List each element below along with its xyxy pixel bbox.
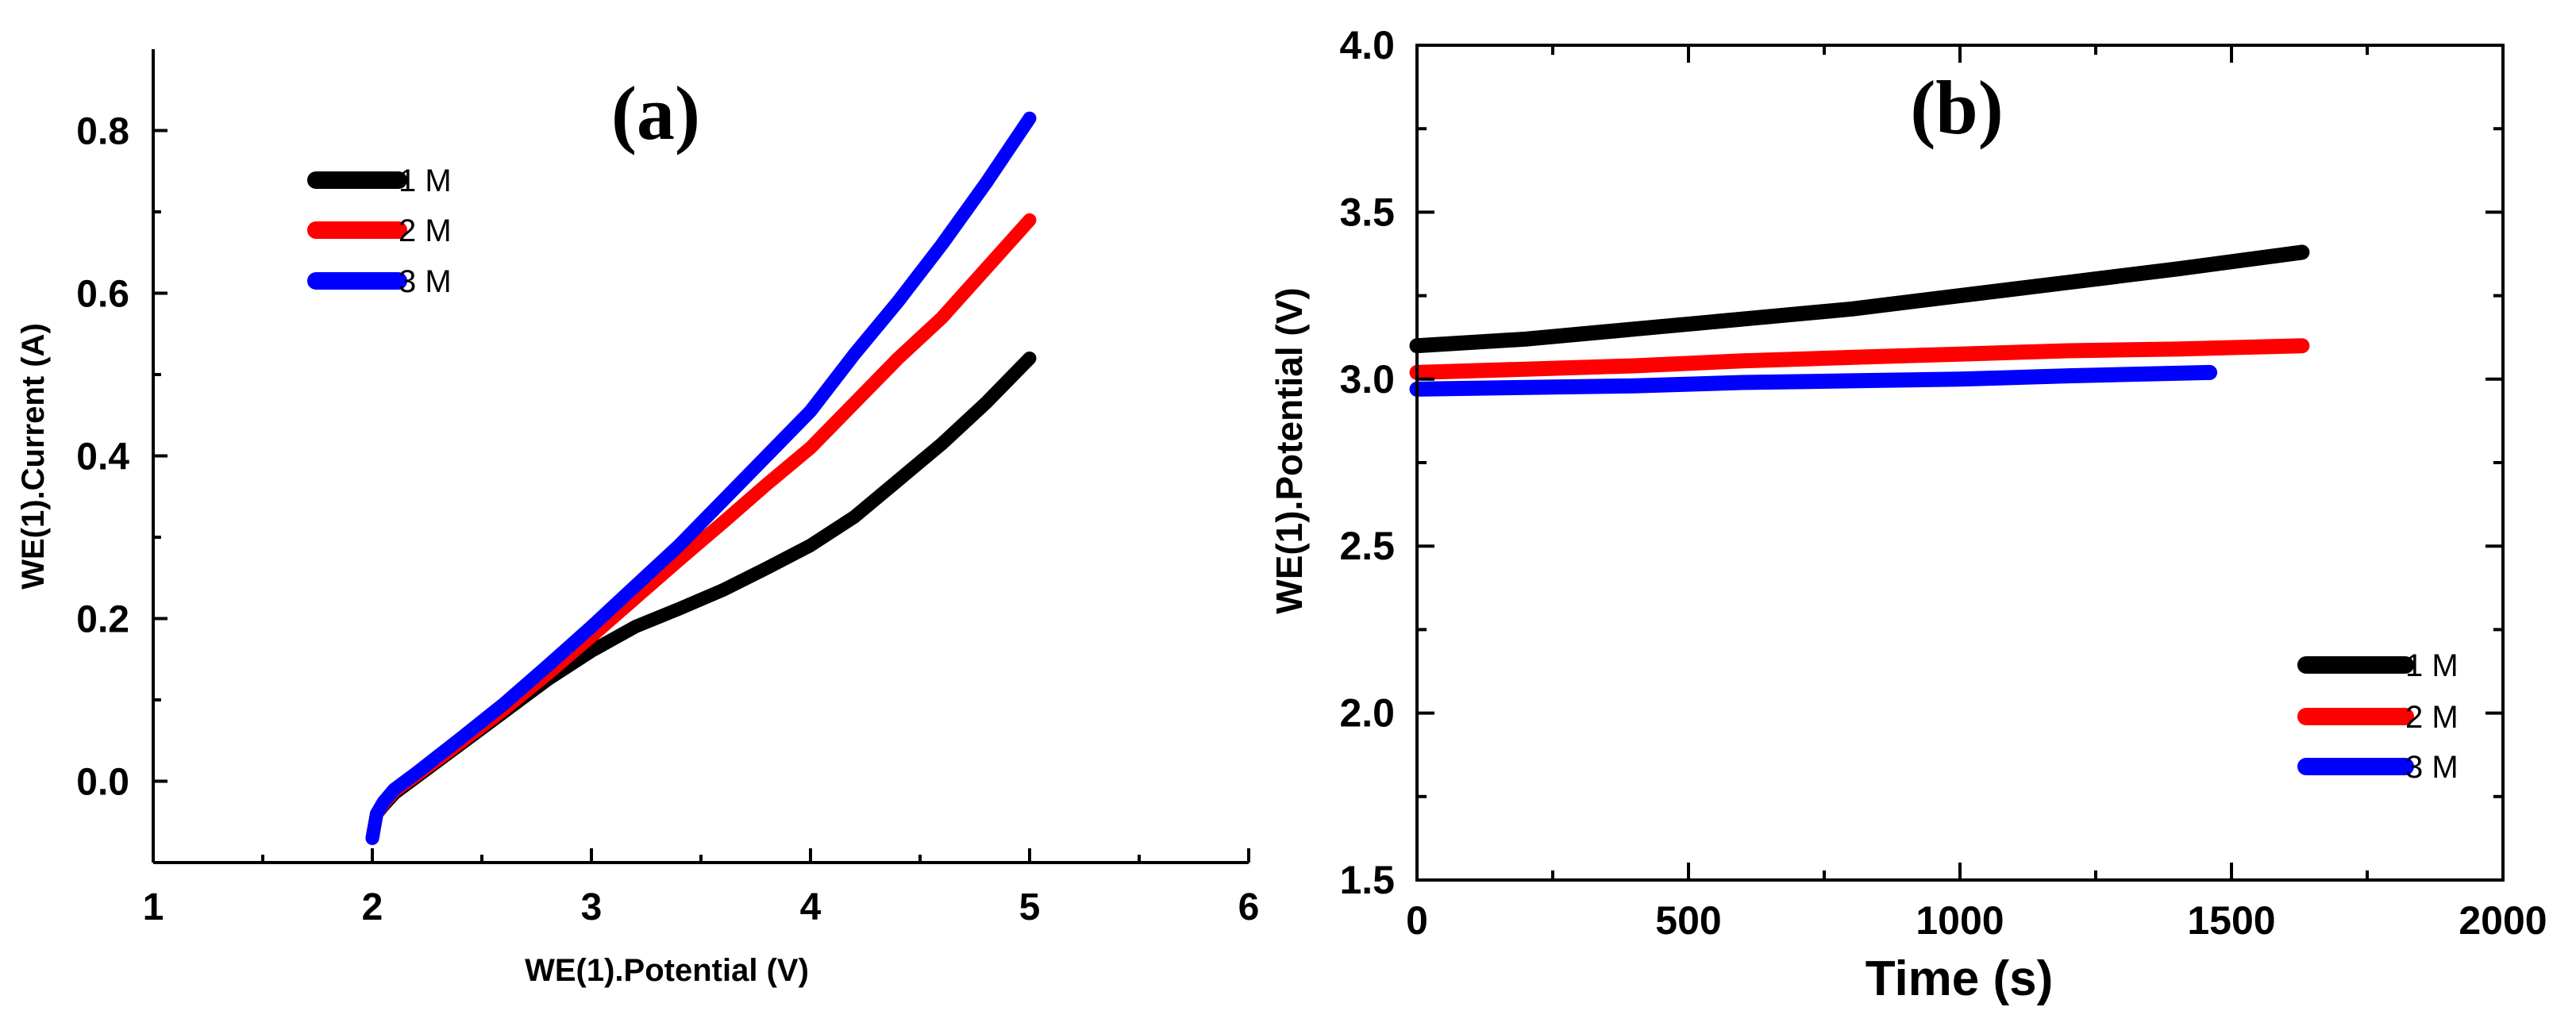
legend-label-a-3M: 3 M <box>399 264 452 299</box>
ticks-b: 0 500 1000 1500 2000 1.5 2.0 2.5 3.0 3.5 4.0 <box>1339 23 2547 943</box>
x-tick-label-b: 1500 <box>2187 898 2275 943</box>
y-axis-title-b: WE(1).Potential (V) <box>1269 287 1310 613</box>
x-tick-label-a: 5 <box>1019 886 1041 928</box>
series-line-b-2M <box>1409 338 2310 380</box>
x-axis-title-a: WE(1).Potential (V) <box>525 953 809 988</box>
legend-label-a-2M: 2 M <box>399 213 452 248</box>
y-tick-label-a: 0.2 <box>76 599 129 641</box>
x-tick-label-a: 3 <box>581 886 603 928</box>
x-tick-label-a: 6 <box>1238 886 1260 928</box>
legend-label-b-3M: 3 M <box>2405 750 2459 785</box>
panel-title-b: (b) <box>1910 65 2003 150</box>
x-tick-label-b: 0 <box>1406 898 1428 943</box>
plot-area-a <box>365 111 1037 845</box>
y-axis-title-a: WE(1).Current (A) <box>16 323 51 590</box>
y-tick-label-b: 1.5 <box>1339 858 1395 902</box>
x-tick-label-a: 1 <box>143 886 164 928</box>
y-tick-label-a: 0.4 <box>76 436 129 478</box>
legend-label-b-1M: 1 M <box>2405 648 2459 683</box>
chart-panel-a: 1 2 3 4 5 6 0.0 0.2 0.4 0.6 0.8 (a) WE(1).Potentia… <box>16 49 1259 988</box>
y-tick-label-b: 3.5 <box>1339 190 1395 234</box>
x-tick-label-a: 4 <box>800 886 822 928</box>
series-line-a-1M <box>365 352 1037 845</box>
plot-area-b <box>1409 244 2310 397</box>
legend-label-a-1M: 1 M <box>399 163 452 198</box>
series-line-a-3M <box>365 111 1037 845</box>
plot-frame-b <box>1415 44 2505 882</box>
series-line-b-1M <box>1409 244 2310 354</box>
chart-panel-b: 0 500 1000 1500 2000 1.5 2.0 2.5 3.0 3.5 4.0 (b) T… <box>1269 23 2547 1006</box>
x-tick-label-b: 2000 <box>2459 898 2547 943</box>
y-tick-label-a: 0.6 <box>76 274 129 316</box>
x-tick-label-a: 2 <box>362 886 383 928</box>
x-axis-title-b: Time (s) <box>1866 951 2054 1006</box>
panel-title-a: (a) <box>611 71 700 156</box>
legend-label-b-2M: 2 M <box>2405 700 2459 735</box>
legend-a: 1 M 2 M 3 M <box>307 163 452 299</box>
y-tick-label-a: 0.0 <box>76 762 129 804</box>
y-tick-label-b: 2.0 <box>1339 691 1395 736</box>
y-tick-label-b: 3.0 <box>1339 357 1395 402</box>
y-tick-label-b: 2.5 <box>1339 524 1395 568</box>
x-tick-label-b: 500 <box>1655 898 1721 943</box>
x-tick-label-b: 1000 <box>1916 898 2004 943</box>
ticks-a: 1 2 3 4 5 6 0.0 0.2 0.4 0.6 0.8 <box>76 111 1259 929</box>
y-tick-label-a: 0.8 <box>76 111 129 153</box>
series-line-b-3M <box>1409 364 2218 397</box>
legend-b: 1 M 2 M 3 M <box>2297 648 2459 785</box>
y-tick-label-b: 4.0 <box>1339 23 1395 67</box>
